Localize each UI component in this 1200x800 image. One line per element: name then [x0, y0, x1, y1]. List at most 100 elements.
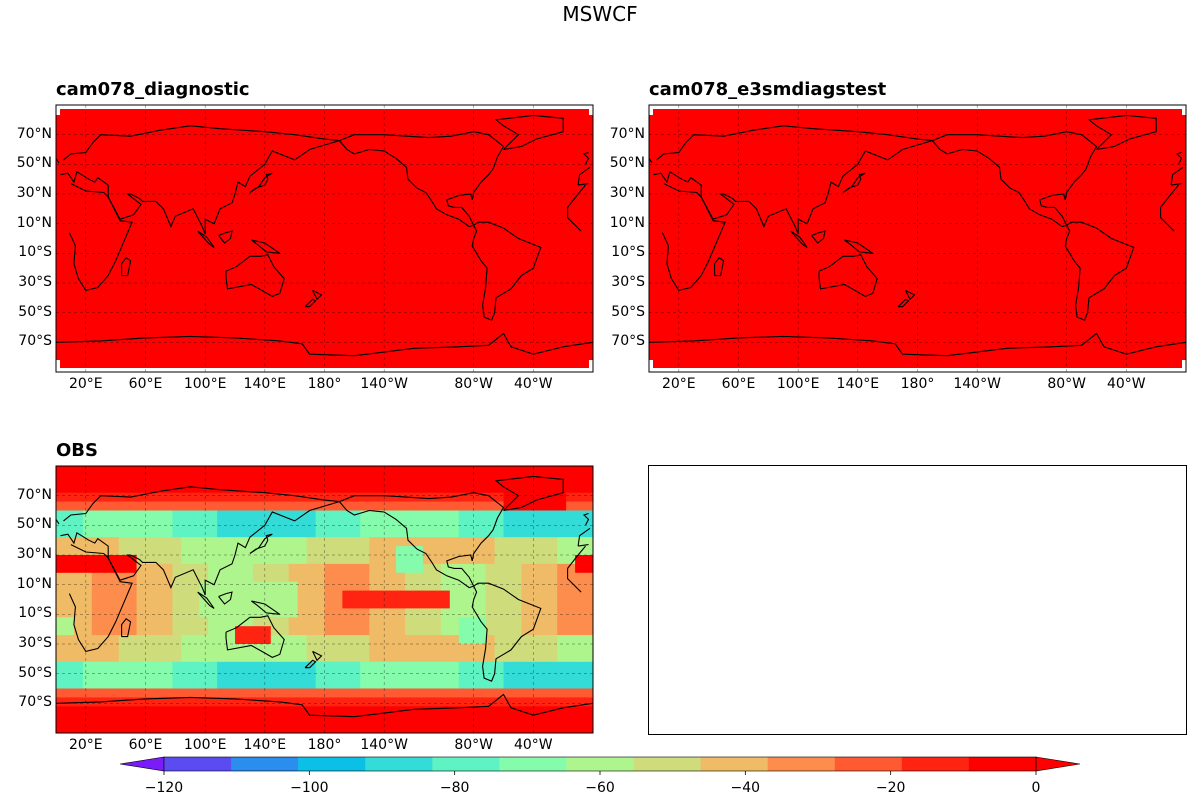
field-cell [342, 483, 352, 494]
field-cell [378, 652, 388, 663]
field-cell [208, 617, 218, 627]
field-cell [422, 599, 433, 609]
field-cell [145, 635, 155, 645]
field-cell [575, 697, 585, 707]
field-cell [65, 661, 75, 672]
field-cell [458, 599, 469, 609]
field-cell [136, 635, 147, 645]
field-cell [387, 519, 397, 529]
colorbar-tick-label: −60 [585, 780, 615, 796]
field-cell [431, 474, 442, 485]
field-cell [584, 492, 593, 503]
field-cell [476, 626, 487, 636]
map-frame [55, 104, 594, 373]
field-cell [476, 555, 487, 565]
lat-tick-label: 10°S [18, 605, 52, 622]
field-cell [566, 644, 576, 654]
field-cell [190, 635, 200, 645]
field-cell [458, 724, 469, 733]
field-cell [315, 715, 326, 725]
field-cell [575, 599, 585, 609]
field-cell [449, 501, 460, 512]
field-cell [226, 528, 236, 538]
field-cell [297, 528, 308, 538]
field-cell [127, 599, 138, 609]
field-cell [163, 670, 173, 681]
field-cell [279, 617, 290, 627]
field-cell [405, 635, 415, 645]
field-cell [100, 510, 111, 520]
field-cell [396, 599, 406, 609]
field-cell [297, 546, 308, 556]
field-cell [65, 697, 75, 707]
field-cell [530, 635, 540, 645]
field-cell [485, 679, 496, 690]
field-cell [351, 474, 361, 485]
lat-tick-label: 30°S [18, 274, 52, 290]
field-cell [485, 644, 496, 654]
lon-tick-label: 140°E [243, 737, 287, 753]
field-cell [163, 510, 173, 520]
field-cell [467, 501, 478, 512]
field-cell [91, 572, 102, 583]
field-cell [575, 483, 585, 494]
field-cell [539, 706, 549, 716]
field-cell [342, 563, 352, 574]
field-cell [288, 626, 299, 636]
field-cell [288, 572, 299, 583]
field-cell [190, 528, 200, 538]
field-cell [172, 510, 182, 520]
field-cell [235, 688, 245, 698]
field-cell [422, 483, 433, 494]
field-cell [584, 617, 593, 627]
field-cell [405, 555, 415, 565]
field-cell [181, 501, 191, 512]
field-cell [485, 688, 496, 698]
field-cell [414, 501, 424, 512]
field-cell [154, 501, 164, 512]
coastline [249, 533, 273, 554]
field-cell [315, 608, 326, 618]
field-cell [91, 466, 102, 476]
field-cell [261, 706, 272, 716]
coastline [56, 332, 593, 357]
field-cell [422, 715, 433, 725]
field-cell [306, 483, 317, 494]
field-cell [467, 697, 478, 707]
field-cell [467, 466, 478, 476]
field-cell [378, 537, 388, 547]
field-cell [109, 679, 120, 690]
field-cell [91, 599, 102, 609]
lon-tick-label: 40°W [1106, 376, 1146, 392]
field-cell [172, 590, 182, 601]
field-cell [172, 501, 182, 512]
field-cell [458, 706, 469, 716]
field-cell [127, 706, 138, 716]
field-cell [431, 608, 442, 618]
field-cell [530, 590, 540, 601]
field-cell [405, 599, 415, 609]
field-cell [342, 724, 352, 733]
field-cell [378, 715, 388, 725]
field-cell [422, 572, 433, 583]
field-cell [494, 474, 505, 485]
field-cell [387, 510, 397, 520]
field-cell [485, 608, 496, 618]
field-cell [91, 519, 102, 529]
field-cell [127, 555, 138, 565]
field-cell [440, 679, 451, 690]
field-cell [333, 546, 343, 556]
field-cell [378, 501, 388, 512]
field-cell [297, 537, 308, 547]
field-cell [279, 528, 290, 538]
field-cell [217, 617, 227, 627]
field-cell [163, 474, 173, 485]
field-cell [396, 492, 406, 503]
field-cell [270, 724, 281, 733]
colorbar-segment [834, 757, 903, 771]
lon-tick-label: 140°W [360, 737, 408, 753]
field-cell [575, 608, 585, 618]
field-cell [82, 519, 93, 529]
field-cell [82, 563, 93, 574]
field-cell [261, 679, 272, 690]
